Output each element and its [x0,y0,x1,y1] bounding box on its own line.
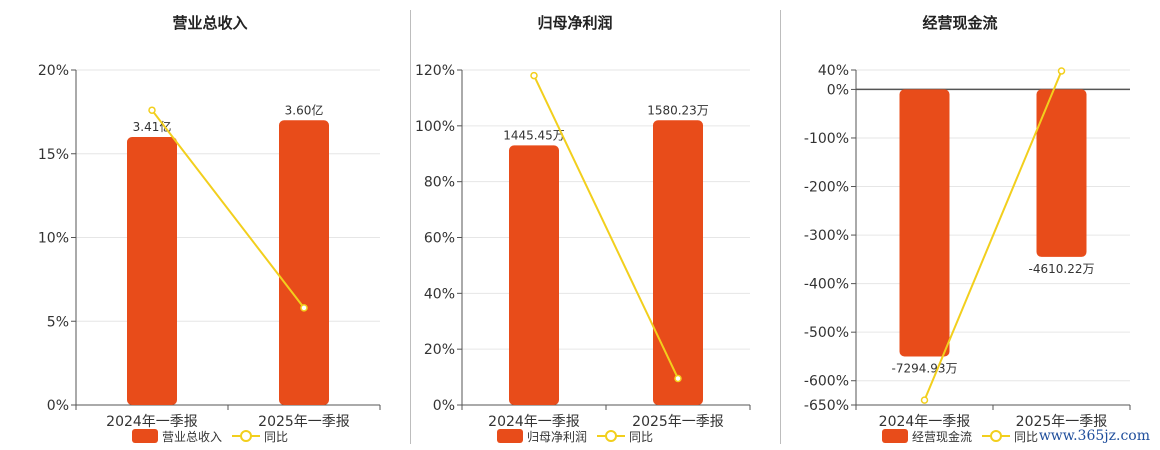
chart-title: 归母净利润 [537,14,612,32]
y-tick-label: -200% [804,180,849,196]
legend-label: 同比 [264,430,288,444]
y-tick-label: 40% [424,286,455,302]
bar [127,137,177,405]
y-tick-label: -600% [804,374,849,390]
bar [653,120,703,405]
yoy-point [530,71,538,80]
y-tick-label: -300% [804,228,849,244]
yoy-point [148,106,156,114]
bar [899,89,950,357]
panel-divider-left [410,10,411,444]
y-tick-label: 5% [47,314,69,330]
legend-label: 同比 [629,430,653,444]
y-tick-label: 40% [818,63,849,79]
y-tick-label: 15% [38,147,69,163]
legend-swatch-bar [497,429,523,443]
bar-data-label: 3.60亿 [285,102,324,117]
y-tick-label: 0% [47,398,69,414]
x-tick-label: 2024年一季报 [488,414,580,430]
y-tick-label: -500% [804,325,849,341]
yoy-point [1057,67,1066,75]
x-tick-label: 2025年一季报 [258,414,350,430]
y-tick-label: -400% [804,277,849,293]
chart-title: 经营现金流 [922,14,997,32]
legend-label: 归母净利润 [527,430,587,444]
y-tick-label: 100% [415,119,455,135]
yoy-point [674,374,682,383]
yoy-line [151,109,305,309]
yoy-point [300,304,308,312]
y-tick-label: 80% [424,175,455,191]
legend-swatch-bar [132,429,158,443]
yoy-line [923,70,1063,401]
x-tick-label: 2024年一季报 [106,414,198,430]
legend-label: 经营现金流 [912,429,972,444]
yoy-line [533,75,679,379]
watermark-text: www.365jz.com [1038,428,1150,444]
y-tick-label: 60% [424,231,455,247]
bar [1036,89,1087,257]
chart-title: 营业总收入 [172,14,247,32]
legend-label: 同比 [1014,430,1038,444]
y-tick-label: -650% [804,398,849,414]
x-tick-label: 2024年一季报 [879,414,971,430]
y-tick-label: 10% [38,231,69,247]
bar-data-label: 1445.45万 [503,128,565,142]
bar [509,145,559,405]
y-tick-label: 20% [38,63,69,79]
y-tick-label: 0% [433,398,455,414]
legend-swatch-marker [990,430,1002,442]
legend-swatch-marker [240,430,252,442]
x-tick-label: 2025年一季报 [632,414,724,430]
panel-divider-right [780,10,781,444]
bar [279,120,329,405]
y-tick-label: 120% [415,63,455,79]
bar-data-label: -4610.22万 [1029,262,1095,276]
x-tick-label: 2025年一季报 [1016,414,1108,430]
y-tick-label: 0% [827,82,849,98]
legend-label: 营业总收入 [162,430,222,444]
bar-data-label: -7294.93万 [892,361,958,375]
legend-swatch-bar [882,429,908,443]
yoy-point [920,396,929,404]
bar-data-label: 1580.23万 [647,103,709,117]
y-tick-label: 20% [424,342,455,358]
y-tick-label: -100% [804,131,849,147]
legend-swatch-marker [605,430,617,442]
